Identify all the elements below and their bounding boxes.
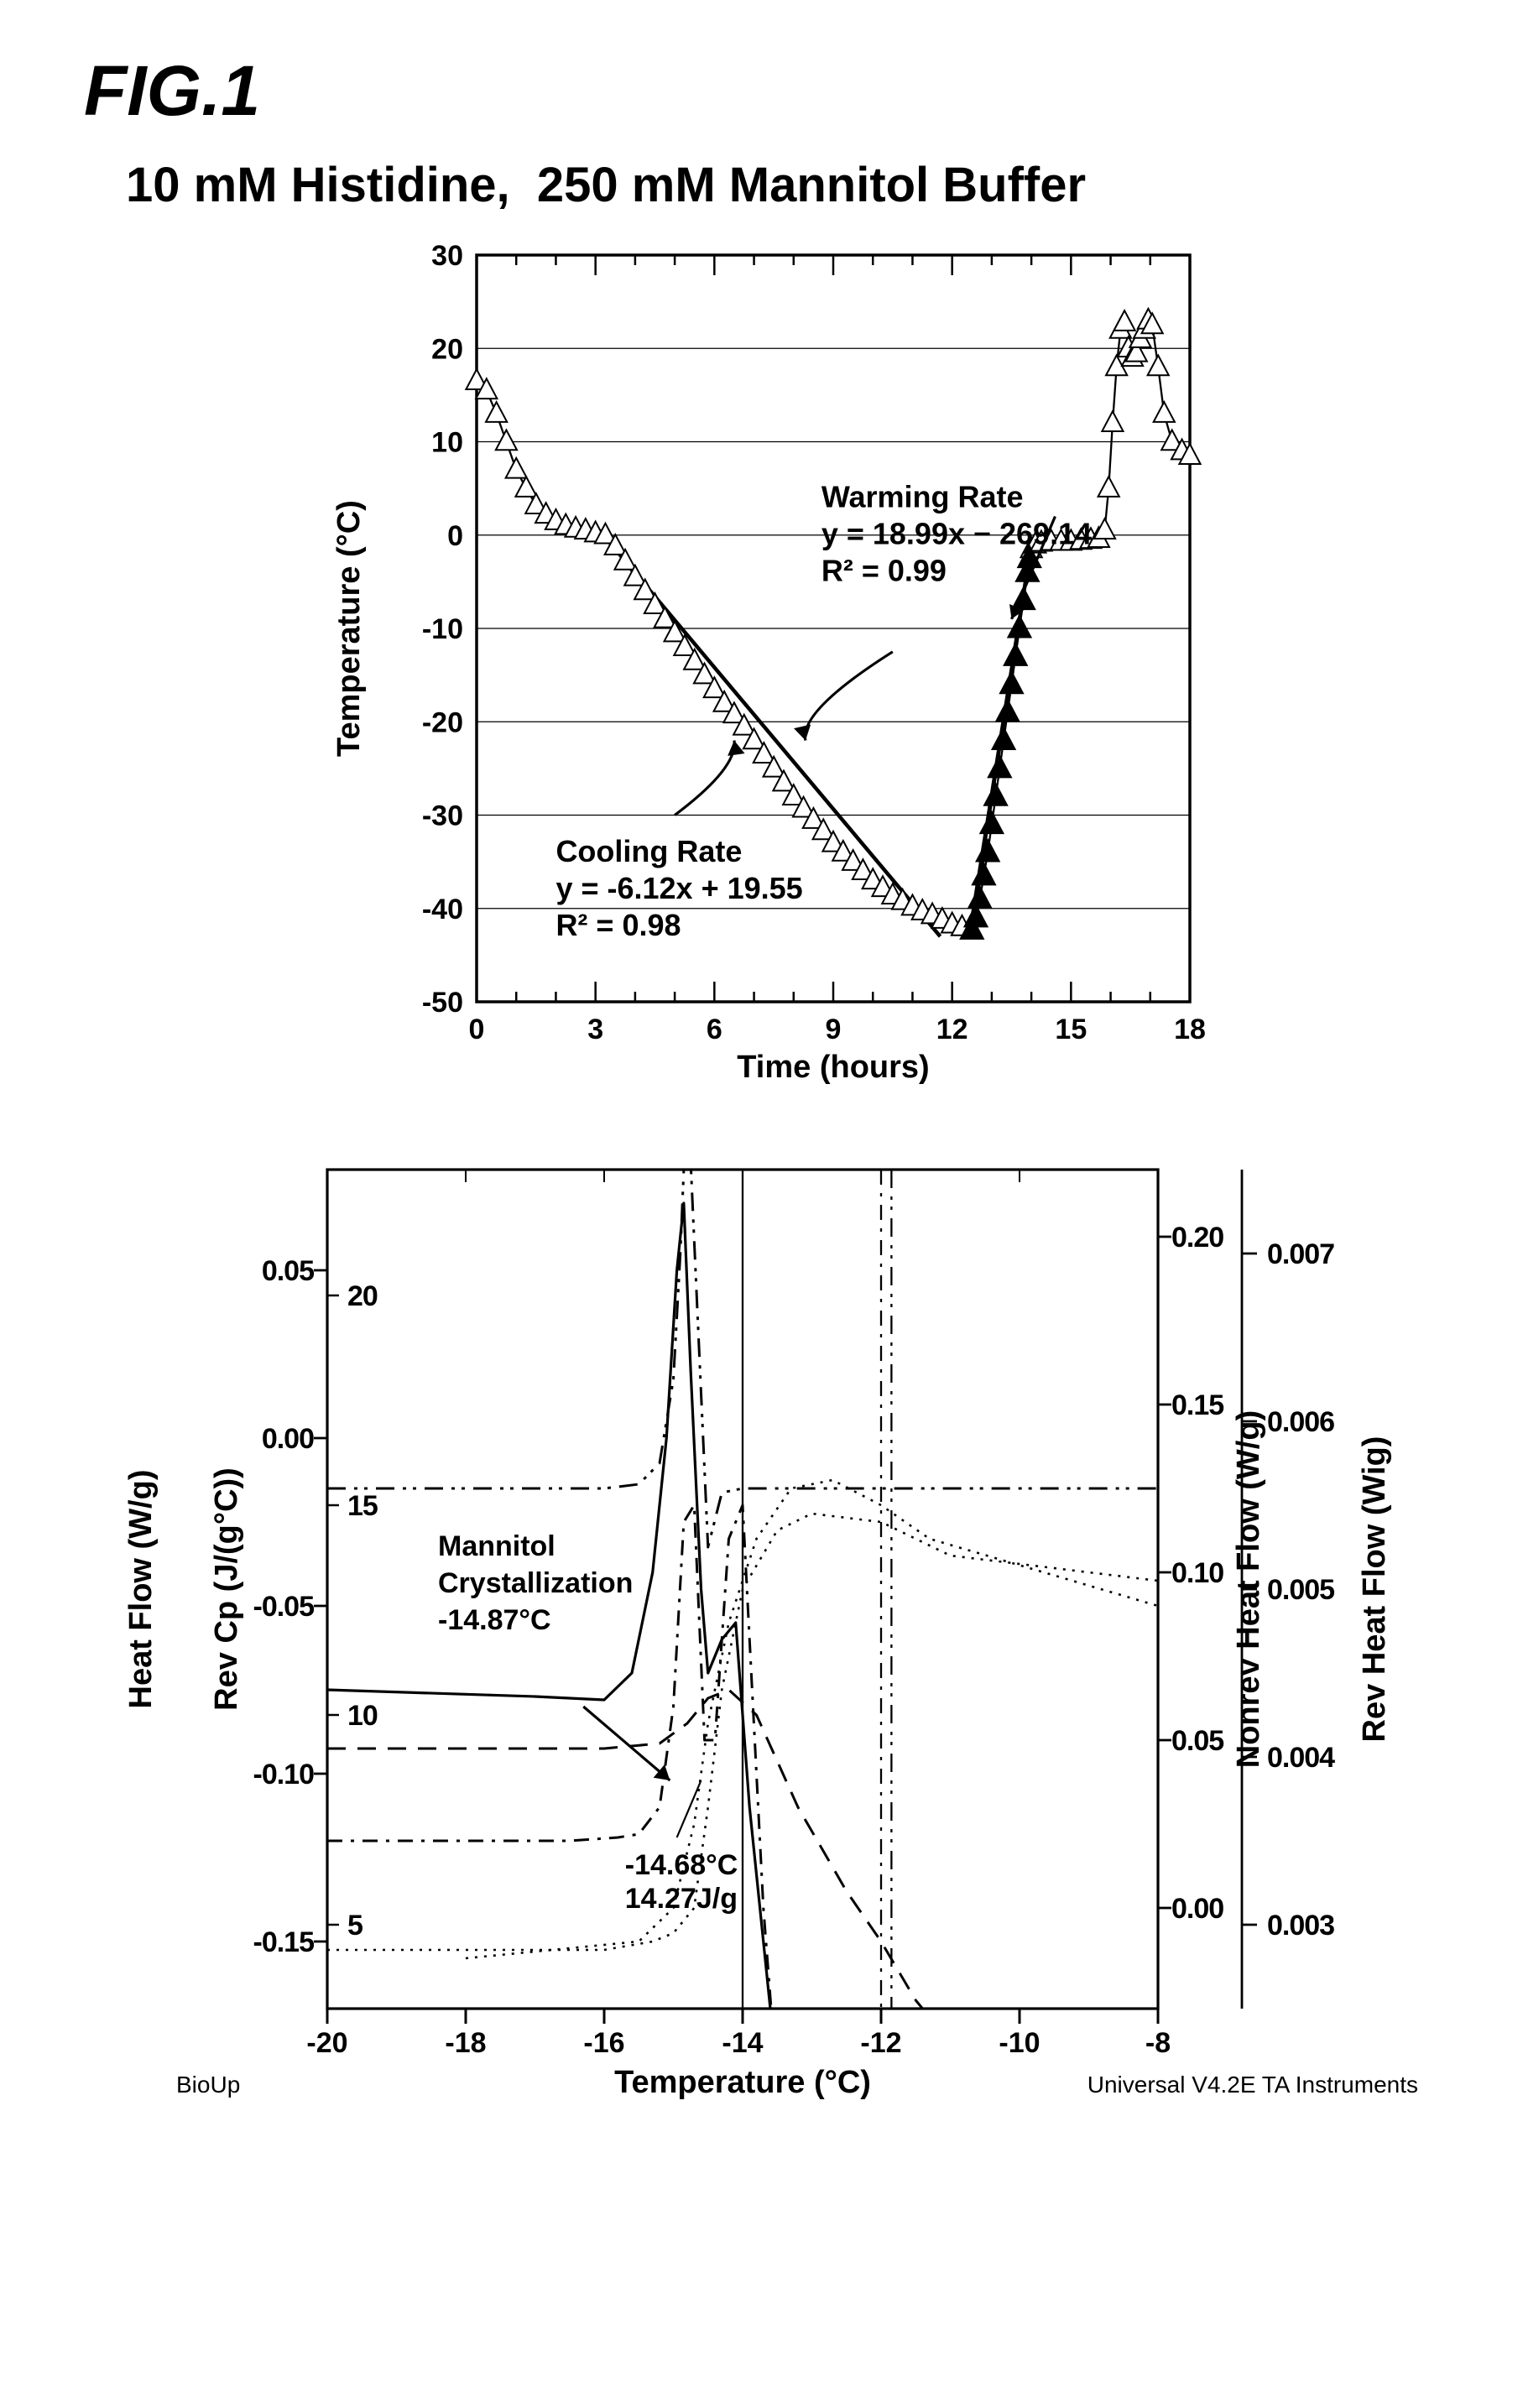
svg-text:0: 0 <box>468 1014 484 1045</box>
svg-text:Temperature (°C): Temperature (°C) <box>331 500 367 757</box>
svg-text:0.003: 0.003 <box>1267 1910 1334 1942</box>
svg-text:-14.68°C: -14.68°C <box>625 1849 738 1881</box>
svg-text:Rev Heat Flow (Wig): Rev Heat Flow (Wig) <box>1357 1436 1392 1743</box>
svg-text:6: 6 <box>706 1014 722 1045</box>
svg-text:-40: -40 <box>421 894 462 925</box>
svg-text:0.05: 0.05 <box>262 1255 314 1287</box>
svg-text:Temperature (°C): Temperature (°C) <box>614 2065 871 2100</box>
svg-text:Mannitol: Mannitol <box>438 1530 555 1562</box>
svg-text:0.00: 0.00 <box>1171 1893 1223 1925</box>
svg-text:-14: -14 <box>722 2027 763 2059</box>
svg-text:30: 30 <box>431 240 463 272</box>
svg-text:20: 20 <box>431 333 463 365</box>
svg-text:Time (hours): Time (hours) <box>737 1050 929 1085</box>
svg-text:Heat Flow (W/g): Heat Flow (W/g) <box>123 1470 159 1709</box>
svg-text:-14.87°C: -14.87°C <box>438 1604 551 1636</box>
svg-text:Crystallization: Crystallization <box>438 1567 633 1599</box>
svg-text:-20: -20 <box>306 2027 347 2059</box>
svg-text:-0.10: -0.10 <box>253 1759 315 1790</box>
svg-text:BioUp: BioUp <box>176 2072 240 2098</box>
svg-text:-0.05: -0.05 <box>253 1591 315 1623</box>
svg-text:20: 20 <box>347 1280 378 1312</box>
svg-text:Rev Cp (J/(g°C)): Rev Cp (J/(g°C)) <box>209 1467 244 1711</box>
figure-subtitle: 10 mM Histidine, 250 mM Mannitol Buffer <box>126 157 1447 213</box>
chart-heat-flow: -20 -18 -16 -14 -12 -10 -8 Temperature (°C) BioU… <box>76 1144 1447 2118</box>
svg-text:0: 0 <box>447 520 463 552</box>
svg-text:Universal V4.2E TA Instruments: Universal V4.2E TA Instruments <box>1087 2072 1418 2098</box>
svg-text:-12: -12 <box>860 2027 901 2059</box>
svg-text:10: 10 <box>347 1700 378 1732</box>
svg-text:0.004: 0.004 <box>1267 1742 1335 1774</box>
svg-text:18: 18 <box>1174 1014 1206 1045</box>
svg-text:0.00: 0.00 <box>262 1423 314 1455</box>
svg-text:12: 12 <box>936 1014 968 1045</box>
svg-text:15: 15 <box>347 1490 378 1522</box>
svg-text:y = 18.99x − 269.14: y = 18.99x − 269.14 <box>821 516 1091 550</box>
svg-text:0.006: 0.006 <box>1267 1406 1334 1438</box>
svg-text:-16: -16 <box>583 2027 624 2059</box>
svg-text:0.005: 0.005 <box>1267 1574 1334 1606</box>
svg-text:0.20: 0.20 <box>1171 1222 1223 1254</box>
svg-text:10: 10 <box>431 427 463 459</box>
svg-text:0.05: 0.05 <box>1171 1725 1223 1757</box>
svg-text:14.27J/g: 14.27J/g <box>625 1883 738 1915</box>
svg-text:9: 9 <box>825 1014 841 1045</box>
svg-text:-10: -10 <box>421 613 462 645</box>
svg-text:3: 3 <box>587 1014 603 1045</box>
svg-text:-10: -10 <box>999 2027 1040 2059</box>
svg-text:-18: -18 <box>445 2027 486 2059</box>
svg-text:R² = 0.99: R² = 0.99 <box>821 553 946 587</box>
svg-text:5: 5 <box>347 1910 362 1942</box>
svg-text:R² = 0.98: R² = 0.98 <box>555 908 681 942</box>
figure-label: FIG.1 <box>84 50 1447 132</box>
svg-text:-0.15: -0.15 <box>253 1926 315 1958</box>
chart-temperature-time: -50 -40 -30 -20 -10 0 10 20 30 0 3 6 9 12 15 18 Time (ho… <box>76 238 1447 1094</box>
svg-text:15: 15 <box>1055 1014 1087 1045</box>
svg-text:-30: -30 <box>421 800 462 832</box>
svg-text:0.10: 0.10 <box>1171 1557 1223 1589</box>
svg-text:-8: -8 <box>1145 2027 1171 2059</box>
svg-text:-20: -20 <box>421 706 462 738</box>
svg-text:y = -6.12x + 19.55: y = -6.12x + 19.55 <box>555 871 802 905</box>
svg-text:0.007: 0.007 <box>1267 1238 1334 1270</box>
svg-text:Cooling Rate: Cooling Rate <box>555 834 742 868</box>
svg-text:0.15: 0.15 <box>1171 1389 1223 1421</box>
svg-text:Warming Rate: Warming Rate <box>821 479 1023 513</box>
svg-text:-50: -50 <box>421 987 462 1019</box>
